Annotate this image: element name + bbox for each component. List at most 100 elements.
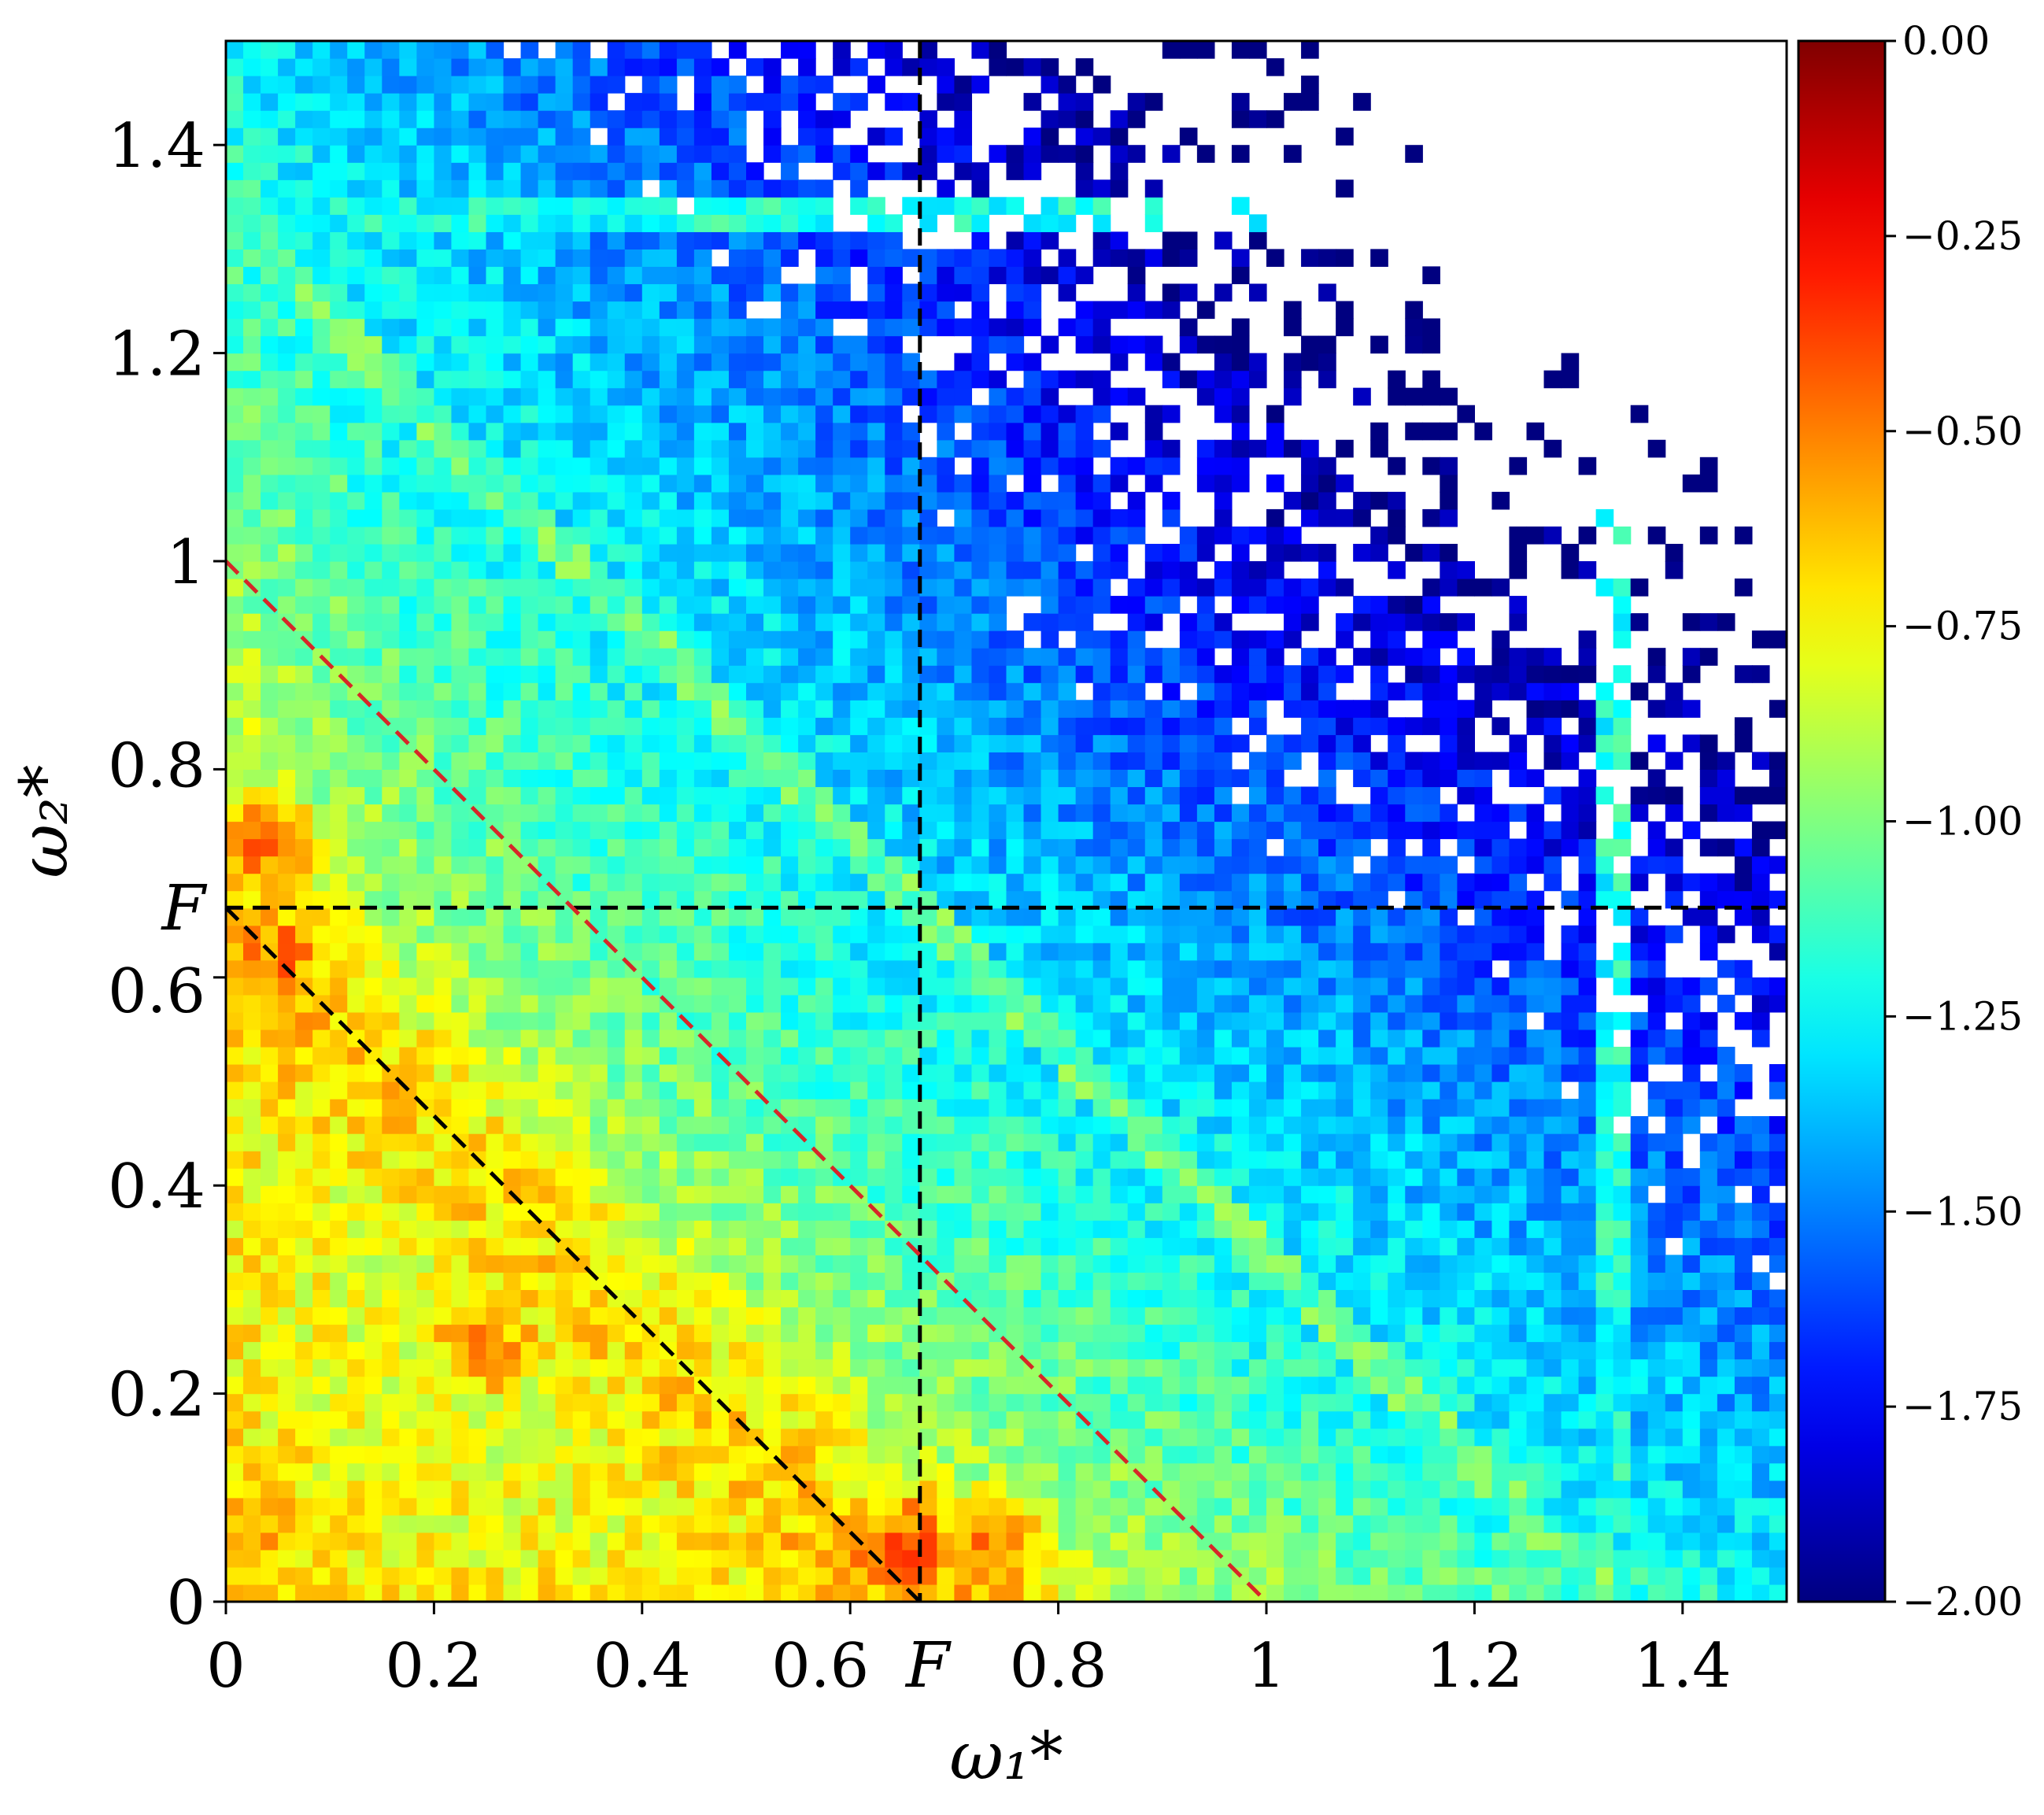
heat-cell	[1613, 908, 1632, 926]
heat-cell	[833, 1272, 851, 1290]
heat-cell	[815, 908, 833, 926]
heat-cell	[399, 1029, 417, 1048]
heat-cell	[1266, 682, 1284, 700]
heat-cell	[1595, 1011, 1614, 1030]
heat-cell	[1058, 769, 1077, 788]
heat-cell	[555, 1203, 574, 1221]
heat-cell	[226, 890, 244, 909]
heat-cell	[382, 734, 400, 752]
heat-cell	[954, 1046, 973, 1065]
heat-cell	[590, 1393, 608, 1412]
heat-cell	[1179, 1220, 1198, 1238]
heat-cell	[885, 1341, 903, 1360]
heat-cell	[1179, 630, 1198, 649]
heat-cell	[1058, 786, 1077, 805]
heat-cell	[1405, 994, 1423, 1013]
heat-cell	[641, 1445, 660, 1464]
heat-cell	[728, 1341, 747, 1360]
heat-cell	[486, 1272, 505, 1290]
heat-cell	[902, 1185, 920, 1203]
heat-cell	[850, 717, 868, 735]
heat-cell	[330, 717, 348, 735]
heat-cell	[520, 804, 539, 822]
heat-cell	[1248, 1133, 1267, 1151]
heat-cell	[815, 890, 833, 909]
heat-cell	[1422, 1497, 1440, 1516]
heat-cell	[1751, 1341, 1770, 1360]
heat-cell	[451, 1237, 470, 1255]
heat-cell	[330, 1341, 348, 1360]
heat-cell	[1023, 717, 1042, 735]
heat-cell	[833, 1584, 851, 1602]
heat-cell	[937, 1584, 955, 1602]
heat-cell	[624, 786, 643, 805]
heat-cell	[815, 579, 833, 597]
heat-cell	[1751, 890, 1770, 909]
heat-cell	[850, 700, 868, 718]
heat-cell	[1613, 752, 1632, 770]
heat-cell	[746, 1063, 764, 1082]
heat-cell	[468, 1584, 487, 1602]
heat-cell	[1509, 1099, 1528, 1117]
heat-cell	[1370, 1029, 1388, 1048]
heat-cell	[1665, 786, 1684, 805]
heat-cell	[1058, 596, 1077, 614]
heat-cell	[1266, 1133, 1284, 1151]
heat-cell	[364, 613, 383, 631]
heat-cell	[711, 1185, 730, 1203]
heat-cell	[1058, 942, 1077, 961]
heat-cell	[1179, 1133, 1198, 1151]
heat-cell	[434, 1428, 453, 1447]
heat-cell	[1699, 613, 1718, 631]
heat-cell	[1214, 1237, 1233, 1255]
heat-cell	[1231, 873, 1250, 892]
heat-cell	[850, 821, 868, 840]
heat-cell	[226, 1358, 244, 1377]
heat-cell	[693, 1151, 712, 1169]
heat-cell	[1526, 1324, 1545, 1343]
heat-cell	[1023, 1063, 1042, 1082]
heat-cell	[312, 959, 331, 978]
heat-cell	[1266, 1549, 1284, 1568]
heat-cell	[278, 1341, 296, 1360]
heat-cell	[815, 1289, 833, 1308]
heat-cell	[1717, 1203, 1735, 1221]
heat-cell	[833, 942, 851, 961]
heat-cell	[607, 1255, 626, 1273]
heat-cell	[989, 630, 1007, 649]
heat-cell	[312, 1063, 331, 1082]
heat-cell	[382, 1272, 400, 1290]
heat-cell	[676, 1324, 695, 1343]
heat-cell	[572, 1185, 591, 1203]
heat-cell	[347, 596, 365, 614]
heat-cell	[1058, 1584, 1077, 1602]
heat-cell	[1388, 1410, 1406, 1429]
heat-cell	[1630, 1497, 1649, 1516]
heat-cell	[711, 1116, 730, 1134]
heat-cell	[1422, 1549, 1440, 1568]
heat-cell	[1092, 821, 1111, 840]
heat-cell	[763, 1462, 782, 1481]
heat-cell	[1613, 1358, 1632, 1377]
heat-cell	[451, 579, 470, 597]
heat-cell	[1196, 1203, 1215, 1221]
heat-cell	[434, 977, 453, 996]
heat-cell	[243, 1046, 261, 1065]
heat-cell	[1405, 752, 1423, 770]
heat-cell	[538, 1480, 556, 1499]
heat-cell	[1422, 804, 1440, 822]
heat-cell	[1630, 1514, 1649, 1533]
heat-cell	[590, 682, 608, 700]
heat-cell	[763, 977, 782, 996]
heat-cell	[503, 1307, 522, 1325]
heat-cell	[1630, 873, 1649, 892]
heat-cell	[1144, 1532, 1163, 1551]
heat-cell	[676, 1428, 695, 1447]
heat-cell	[1353, 959, 1371, 978]
heat-cell	[1665, 994, 1684, 1013]
heat-cell	[399, 942, 417, 961]
heat-cell	[416, 977, 434, 996]
heat-cell	[798, 1081, 816, 1100]
heat-cell	[641, 1011, 660, 1030]
heat-cell	[382, 804, 400, 822]
